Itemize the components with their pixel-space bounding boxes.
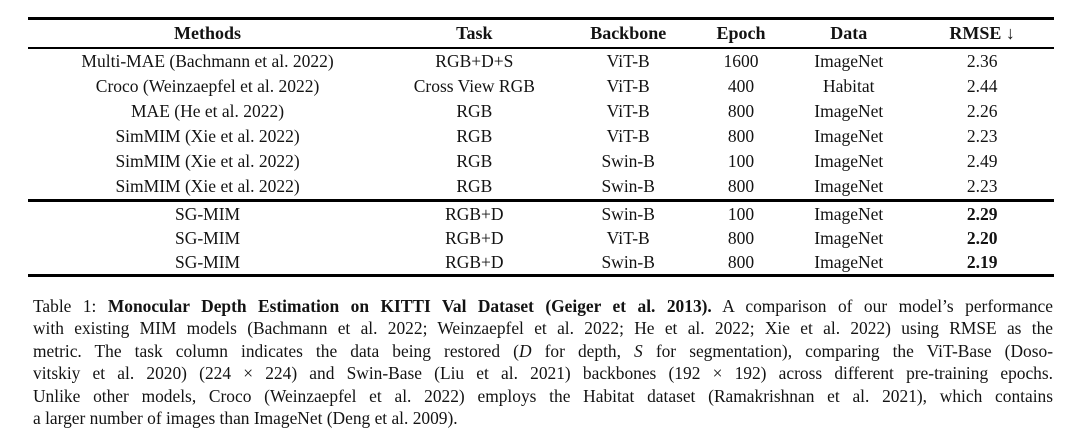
- cell-data: ImageNet: [814, 101, 884, 121]
- table-caption: Table 1: Monocular Depth Estimation on K…: [33, 295, 1053, 429]
- col-header-data: Data: [787, 17, 911, 49]
- table-body: Multi-MAE (Bachmann et al. 2022) RGB+D+S…: [28, 48, 1054, 277]
- caption-text: a larger number of images than ImageNet …: [33, 408, 458, 429]
- cell-rmse: 2.49: [966, 151, 998, 171]
- col-header-backbone: Backbone: [561, 17, 695, 49]
- cell-backbone: ViT-B: [606, 227, 650, 248]
- cell-task: RGB: [456, 101, 493, 121]
- cell-backbone: Swin-B: [601, 151, 655, 171]
- results-table: Methods Task Backbone Epoch Data RMSE ↓ …: [28, 17, 1054, 277]
- caption-line-5: Unlike other models, Croco (Weinzaepfel …: [33, 385, 1053, 407]
- cell-data: ImageNet: [787, 199, 911, 226]
- caption-line-4: vitskiy et al. 2020) (224 × 224) and Swi…: [33, 362, 1053, 384]
- cell-epoch: 800: [727, 126, 755, 146]
- header-row: Methods Task Backbone Epoch Data RMSE ↓: [28, 17, 1054, 49]
- cell-epoch: 100: [694, 199, 788, 226]
- cell-task: RGB+D: [387, 250, 562, 277]
- cell-task: RGB+D: [445, 227, 504, 248]
- cell-task: RGB: [456, 176, 493, 196]
- results-table-container: Methods Task Backbone Epoch Data RMSE ↓ …: [28, 17, 1054, 277]
- cell-task: RGB+D+S: [435, 51, 514, 71]
- cell-method: MAE (He et al. 2022): [131, 101, 285, 121]
- cell-method: SG-MIM: [28, 250, 388, 277]
- caption-line-3: metric. The task column indicates the da…: [33, 340, 1053, 362]
- cell-data: ImageNet: [814, 227, 884, 248]
- col-header-epoch: Epoch: [694, 17, 788, 49]
- cell-backbone: ViT-B: [606, 101, 650, 121]
- caption-text: with existing MIM models (Bachmann et al…: [33, 318, 1053, 339]
- caption-line-1: Table 1: Monocular Depth Estimation on K…: [33, 295, 1053, 317]
- caption-text: vitskiy et al. 2020) (224 × 224) and Swi…: [33, 363, 1053, 384]
- table-row: Multi-MAE (Bachmann et al. 2022) RGB+D+S…: [28, 48, 1054, 74]
- cell-rmse: 2.19: [910, 250, 1054, 277]
- cell-backbone: Swin-B: [601, 176, 655, 196]
- cell-task: RGB: [456, 126, 493, 146]
- caption-text: for segmentation), comparing the ViT-Bas…: [642, 340, 1053, 361]
- table-row: SimMIM (Xie et al. 2022) RGB ViT-B 800 I…: [28, 124, 1054, 149]
- cell-rmse: 2.20: [966, 227, 998, 248]
- caption-table-label: Table 1:: [33, 296, 108, 316]
- cell-data: ImageNet: [787, 250, 911, 277]
- cell-rmse: 2.44: [966, 76, 998, 96]
- table-row-sg-mim: SG-MIM RGB+D ViT-B 800 ImageNet 2.20: [28, 226, 1054, 250]
- cell-rmse: 2.29: [910, 199, 1054, 226]
- table-row: SimMIM (Xie et al. 2022) RGB Swin-B 800 …: [28, 174, 1054, 201]
- cell-data: ImageNet: [814, 151, 884, 171]
- cell-backbone: Swin-B: [561, 199, 695, 226]
- caption-math-s: S: [634, 340, 643, 361]
- cell-data: ImageNet: [814, 176, 884, 196]
- table-row-sg-mim: SG-MIM RGB+D Swin-B 800 ImageNet 2.19: [28, 250, 1054, 277]
- cell-method: SimMIM (Xie et al. 2022): [115, 176, 300, 196]
- caption-text: Unlike other models, Croco (Weinzaepfel …: [33, 385, 1053, 406]
- cell-backbone: ViT-B: [606, 76, 650, 96]
- col-header-methods: Methods: [28, 17, 388, 49]
- table-row: Croco (Weinzaepfel et al. 2022) Cross Vi…: [28, 74, 1054, 99]
- cell-epoch: 800: [727, 101, 755, 121]
- cell-rmse: 2.23: [966, 126, 998, 146]
- col-header-rmse: RMSE ↓: [910, 17, 1054, 49]
- caption-line-2: with existing MIM models (Bachmann et al…: [33, 317, 1053, 339]
- caption-math-d: D: [518, 340, 532, 361]
- table-row: MAE (He et al. 2022) RGB ViT-B 800 Image…: [28, 99, 1054, 124]
- cell-data: Habitat: [823, 76, 875, 96]
- cell-epoch: 800: [694, 250, 788, 277]
- cell-rmse: 2.26: [966, 101, 998, 121]
- cell-data: ImageNet: [814, 126, 884, 146]
- cell-method: Multi-MAE (Bachmann et al. 2022): [81, 51, 334, 71]
- cell-epoch: 800: [727, 176, 755, 196]
- cell-method: SG-MIM: [28, 199, 388, 226]
- table-header: Methods Task Backbone Epoch Data RMSE ↓: [28, 17, 1054, 49]
- cell-epoch: 800: [727, 227, 755, 248]
- cell-epoch: 1600: [723, 51, 759, 71]
- cell-backbone: Swin-B: [561, 250, 695, 277]
- col-header-task: Task: [387, 17, 562, 49]
- cell-task: RGB+D: [387, 199, 562, 226]
- cell-method: SimMIM (Xie et al. 2022): [115, 126, 300, 146]
- cell-backbone: ViT-B: [606, 51, 650, 71]
- caption-text: for depth,: [531, 340, 635, 361]
- caption-title-bold: Monocular Depth Estimation on KITTI Val …: [107, 296, 712, 316]
- table-row-sg-mim: SG-MIM RGB+D Swin-B 100 ImageNet 2.29: [28, 199, 1054, 226]
- cell-rmse: 2.36: [966, 51, 998, 71]
- cell-method: SimMIM (Xie et al. 2022): [115, 151, 300, 171]
- cell-method: Croco (Weinzaepfel et al. 2022): [95, 76, 320, 96]
- cell-task: Cross View RGB: [413, 76, 535, 96]
- caption-line-6: a larger number of images than ImageNet …: [33, 407, 1053, 429]
- table-row: SimMIM (Xie et al. 2022) RGB Swin-B 100 …: [28, 149, 1054, 174]
- cell-data: ImageNet: [814, 51, 884, 71]
- cell-epoch: 400: [727, 76, 755, 96]
- caption-text: metric. The task column indicates the da…: [33, 340, 519, 361]
- cell-task: RGB: [456, 151, 493, 171]
- cell-backbone: ViT-B: [606, 126, 650, 146]
- caption-text: A comparison of our model’s performance: [711, 296, 1053, 316]
- cell-epoch: 100: [727, 151, 755, 171]
- cell-method: SG-MIM: [174, 227, 241, 248]
- cell-rmse: 2.23: [966, 176, 998, 196]
